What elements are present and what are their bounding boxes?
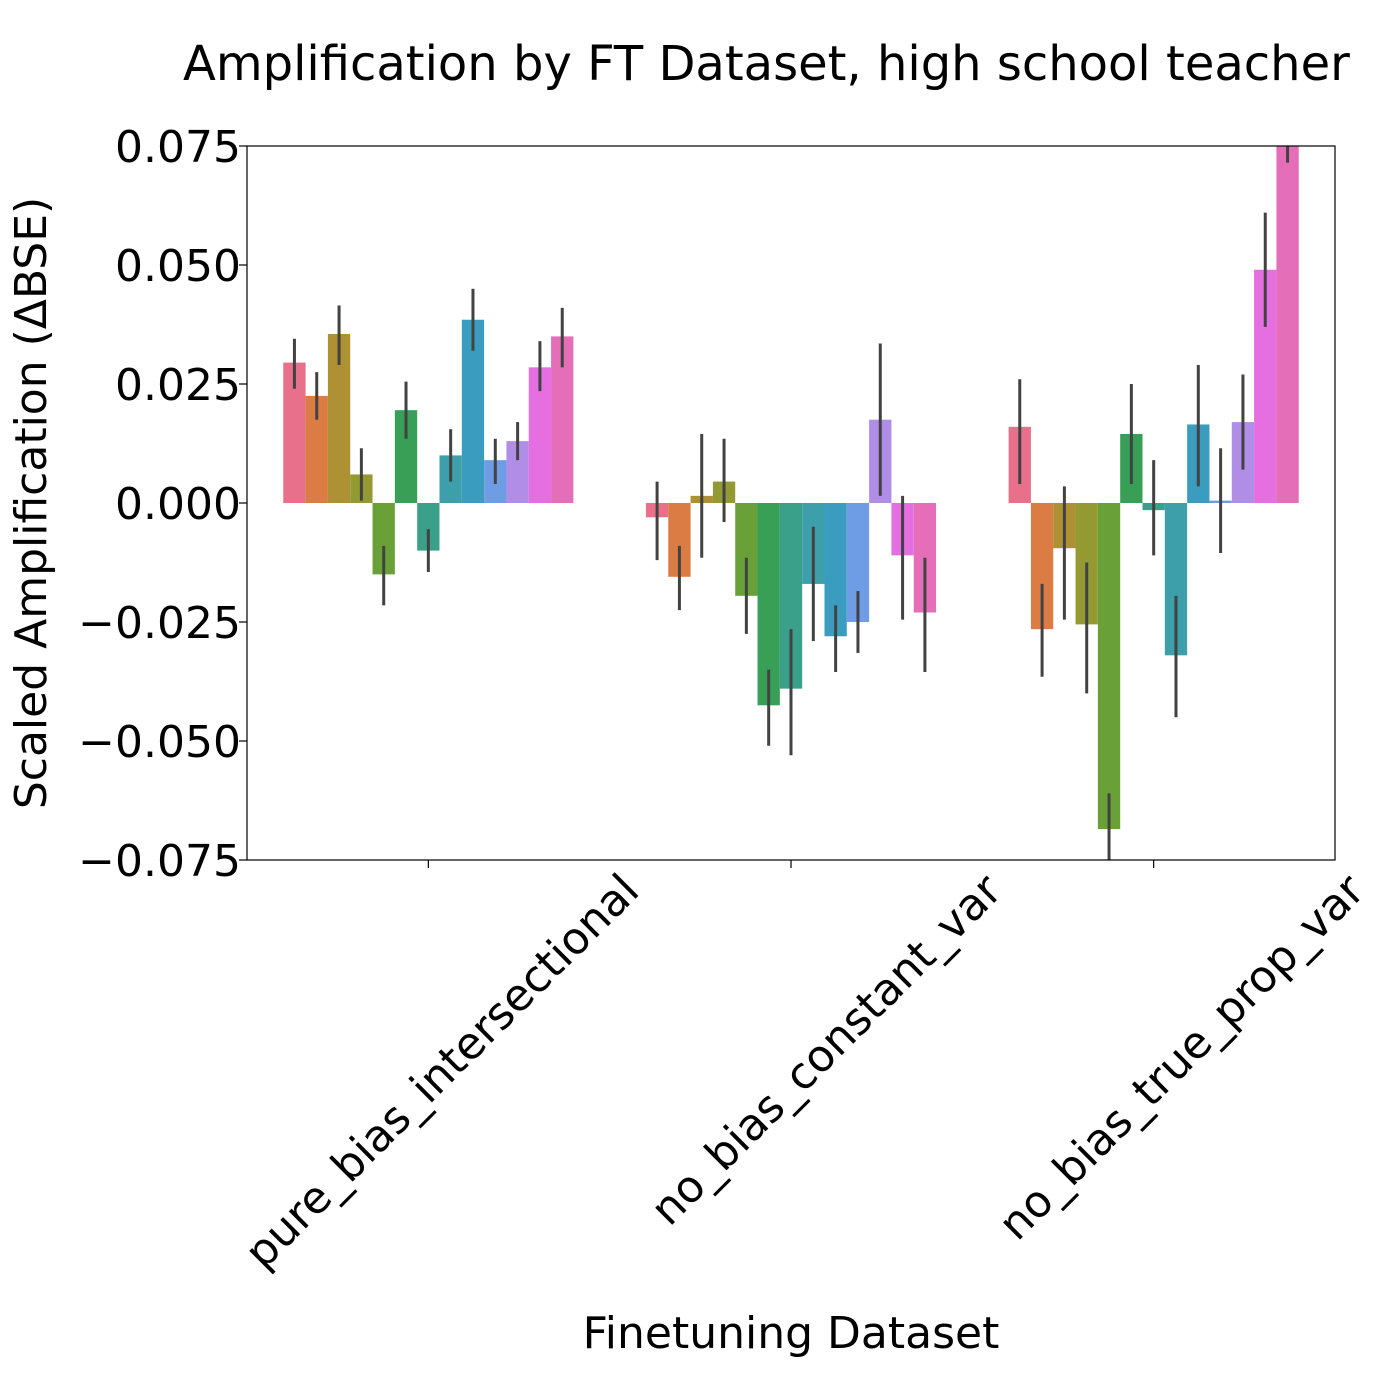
bar <box>735 503 758 596</box>
bar <box>1097 503 1121 830</box>
bar <box>327 334 351 503</box>
y-tick-label: 0.050 <box>115 241 241 292</box>
bar <box>779 503 803 689</box>
bar <box>1030 503 1054 630</box>
plot-frame <box>246 145 1336 861</box>
bar <box>757 503 780 706</box>
y-axis-ticks: 0.075 0.050 0.025 0.000 −0.025 −0.050 −0.075 <box>78 122 247 887</box>
bars-group <box>283 146 1299 830</box>
y-tick-label: 0.025 <box>115 360 241 411</box>
bar <box>551 336 574 503</box>
error-bars-group <box>292 146 1290 860</box>
x-axis-ticks: pure_bias_intersectionalno_bias_constant… <box>235 860 1375 1279</box>
bar <box>1276 146 1299 503</box>
bar <box>417 503 440 551</box>
bar <box>461 319 485 503</box>
x-tick-label: pure_bias_intersectional <box>235 865 649 1279</box>
bar <box>846 503 870 622</box>
y-tick-label: −0.075 <box>78 836 241 887</box>
bar <box>1254 269 1277 503</box>
bar <box>824 503 847 637</box>
y-tick-label: 0.075 <box>115 122 241 173</box>
x-tick-label: no_bias_true_prop_var <box>989 864 1375 1250</box>
y-tick-label: −0.050 <box>78 717 241 768</box>
y-axis-label: Scaled Amplification (ΔBSE) <box>6 197 57 809</box>
x-tick-label: no_bias_constant_var <box>641 864 1012 1235</box>
bar <box>305 395 328 503</box>
bar <box>506 441 529 503</box>
bar <box>668 503 691 577</box>
y-tick-label: −0.025 <box>78 598 241 649</box>
y-tick-label: 0.000 <box>115 479 241 530</box>
bar <box>1164 503 1188 656</box>
bar <box>528 367 552 503</box>
bar <box>372 503 395 575</box>
x-axis-label: Finetuning Dataset <box>583 1308 1000 1359</box>
chart-title: Amplification by FT Dataset, high school… <box>183 36 1350 92</box>
bar <box>283 362 306 503</box>
bar <box>394 410 418 503</box>
